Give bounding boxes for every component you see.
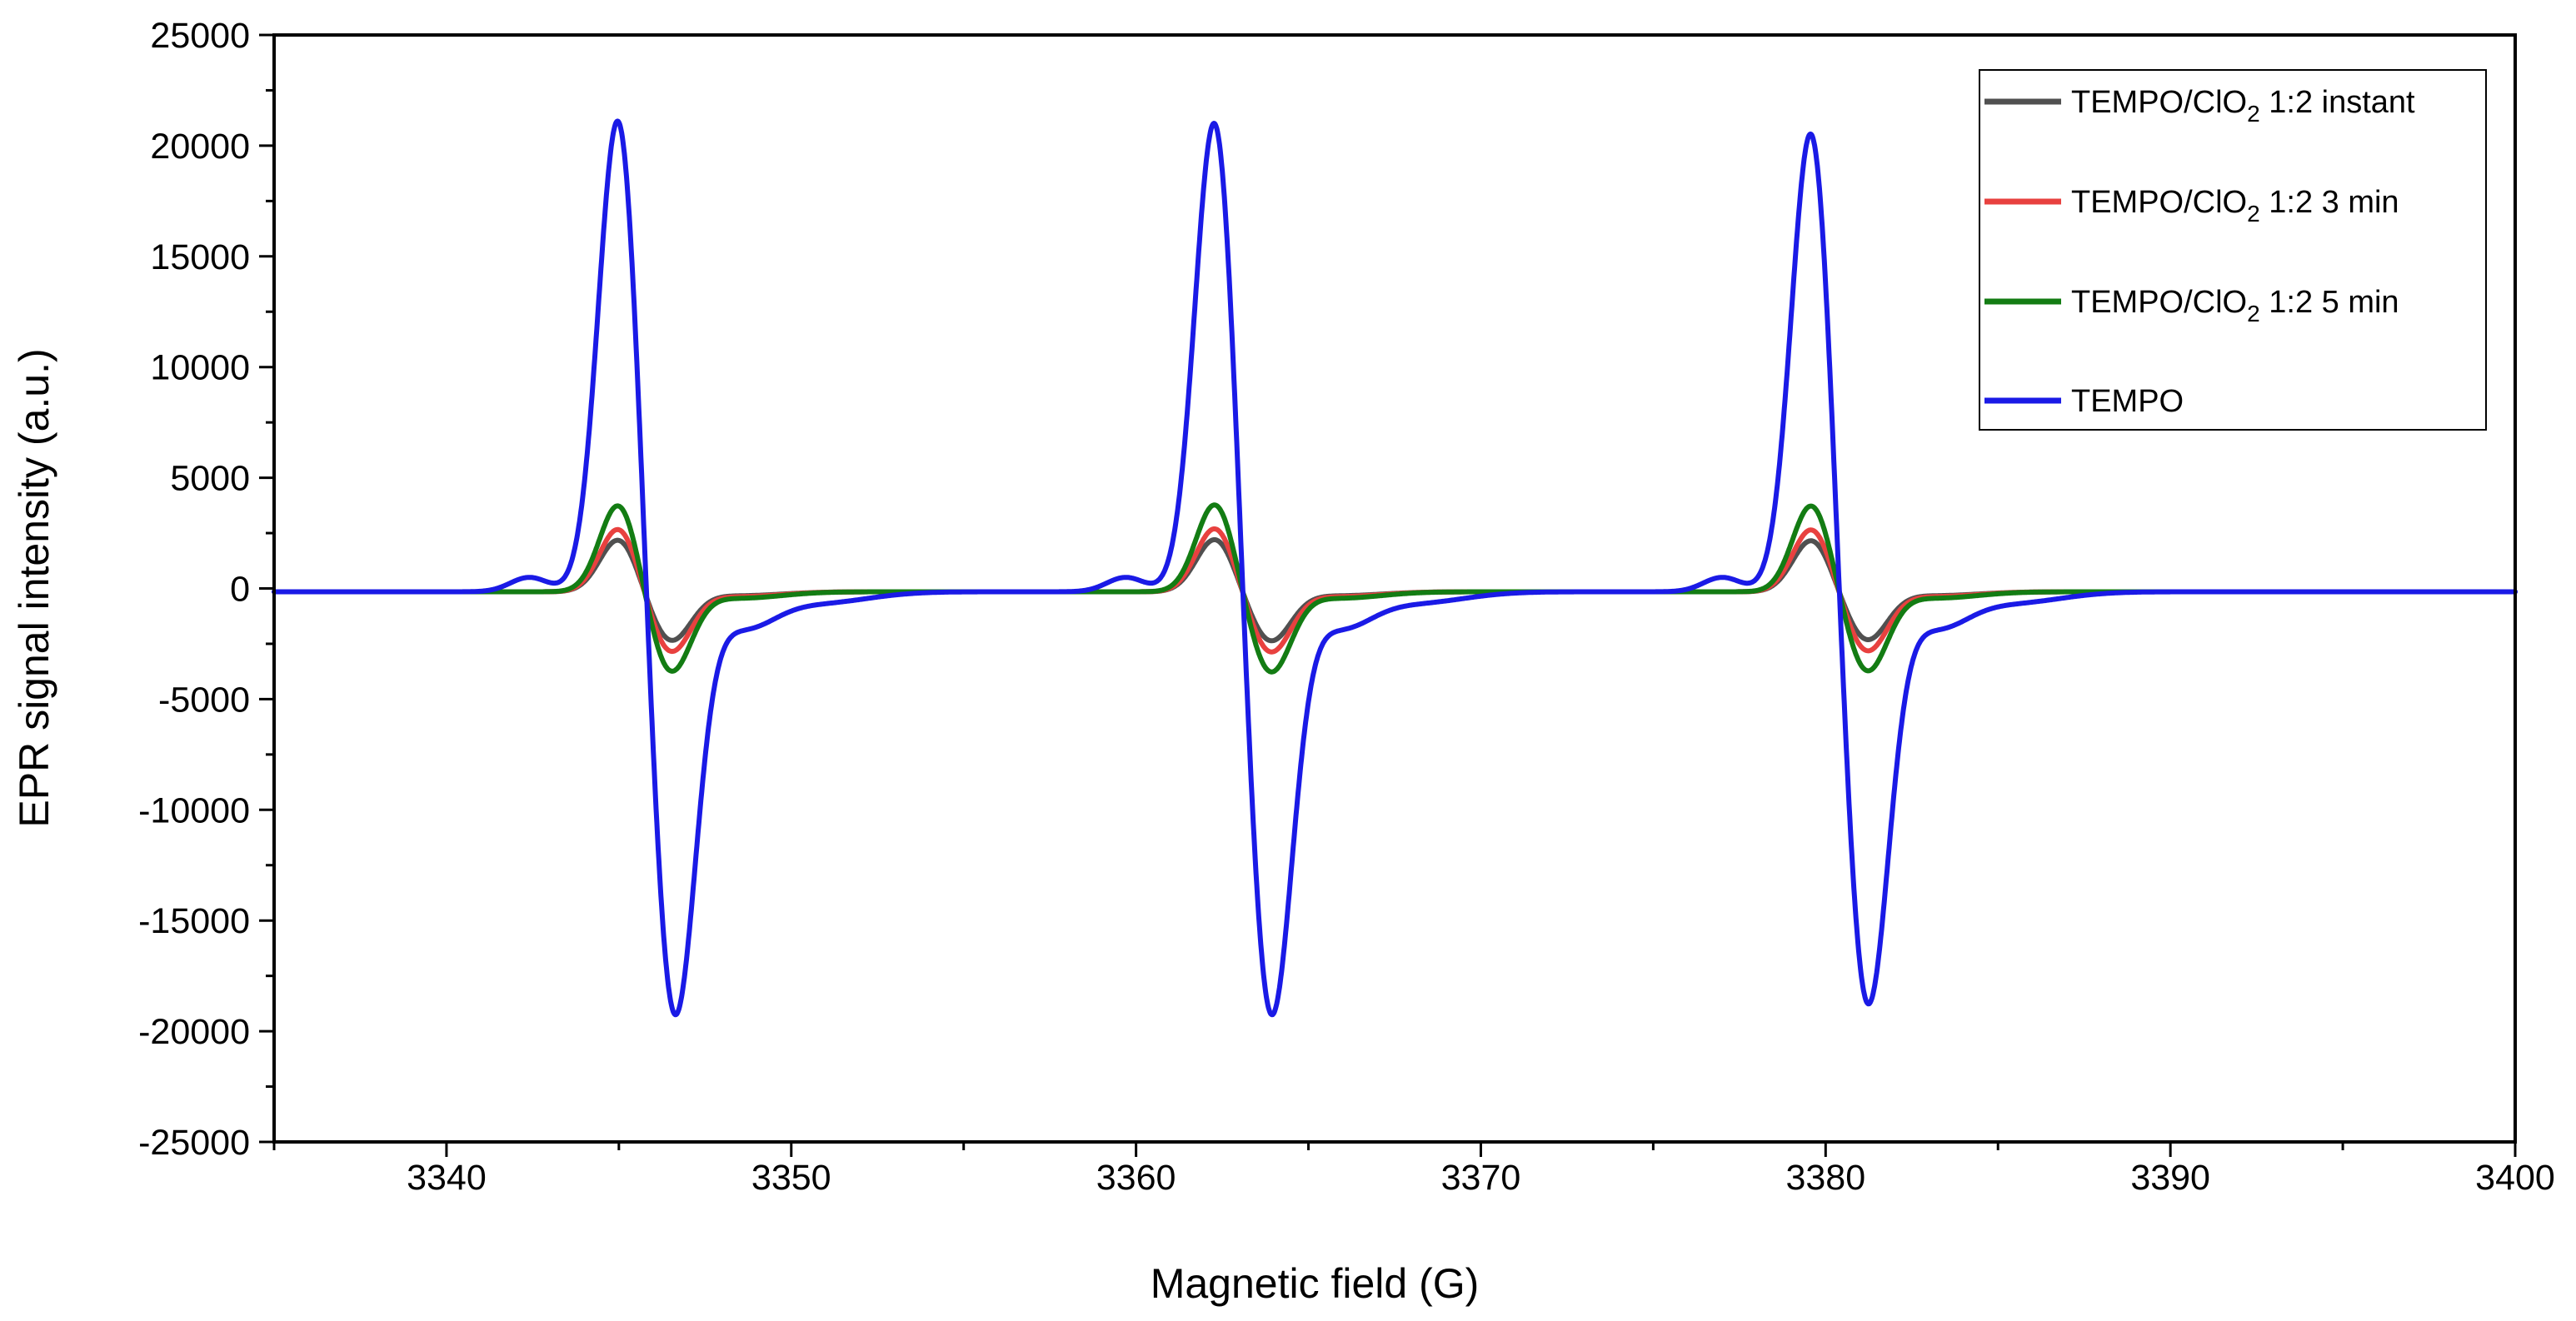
x-tick-label: 3400 (2475, 1158, 2555, 1198)
x-axis-title: Magnetic field (G) (1151, 1260, 1480, 1307)
x-tick-label: 3370 (1441, 1158, 1521, 1198)
legend-label-subscript: 2 (2247, 201, 2260, 227)
y-tick-label: -25000 (138, 1123, 250, 1163)
x-tick-label: 3380 (1785, 1158, 1865, 1198)
x-tick-label: 3340 (407, 1158, 487, 1198)
y-tick-label: -5000 (158, 680, 250, 720)
series-line-3 (272, 118, 2518, 1018)
legend-label-main: TEMPO/ClO (2071, 285, 2247, 320)
legend-label-subscript: 2 (2247, 301, 2260, 327)
y-tick-label: 10000 (150, 348, 250, 388)
legend-label-3: TEMPO (2071, 384, 2184, 419)
series-line-2 (272, 502, 2518, 675)
y-tick-label: 25000 (150, 16, 250, 56)
series-layer (272, 118, 2518, 1018)
y-tick-label: -15000 (138, 901, 250, 941)
legend-label-tail: 1:2 5 min (2260, 285, 2399, 320)
legend-box (1979, 69, 2487, 431)
legend-label-2: TEMPO/ClO2 1:2 5 min (2071, 285, 2399, 327)
ticks-layer: 3340 3350 3360 3370 3380 3390 3400250002000015… (138, 16, 2555, 1198)
y-tick-label: 0 (230, 570, 250, 610)
legend: TEMPO/ClO2 1:2 instant TEMPO/ClO2 1:2 3 … (1979, 69, 2487, 431)
x-tick-label: 3360 (1096, 1158, 1176, 1198)
legend-label-1: TEMPO/ClO2 1:2 3 min (2071, 185, 2399, 227)
legend-label-0: TEMPO/ClO2 1:2 instant (2071, 85, 2415, 127)
y-axis-title: EPR signal intensity (a.u.) (11, 348, 57, 827)
y-tick-label: -10000 (138, 790, 250, 830)
legend-label-main: TEMPO (2071, 384, 2184, 419)
legend-label-subscript: 2 (2247, 101, 2260, 127)
x-tick-label: 3350 (751, 1158, 831, 1198)
legend-label-main: TEMPO/ClO (2071, 85, 2247, 120)
y-tick-label: 5000 (170, 459, 250, 499)
y-tick-label: 15000 (150, 237, 250, 277)
y-tick-label: -20000 (138, 1012, 250, 1052)
y-tick-label: 20000 (150, 127, 250, 167)
legend-label-tail: 1:2 instant (2260, 85, 2415, 120)
legend-label-tail: 1:2 3 min (2260, 185, 2399, 220)
x-tick-label: 3390 (2130, 1158, 2210, 1198)
legend-label-main: TEMPO/ClO (2071, 185, 2247, 220)
